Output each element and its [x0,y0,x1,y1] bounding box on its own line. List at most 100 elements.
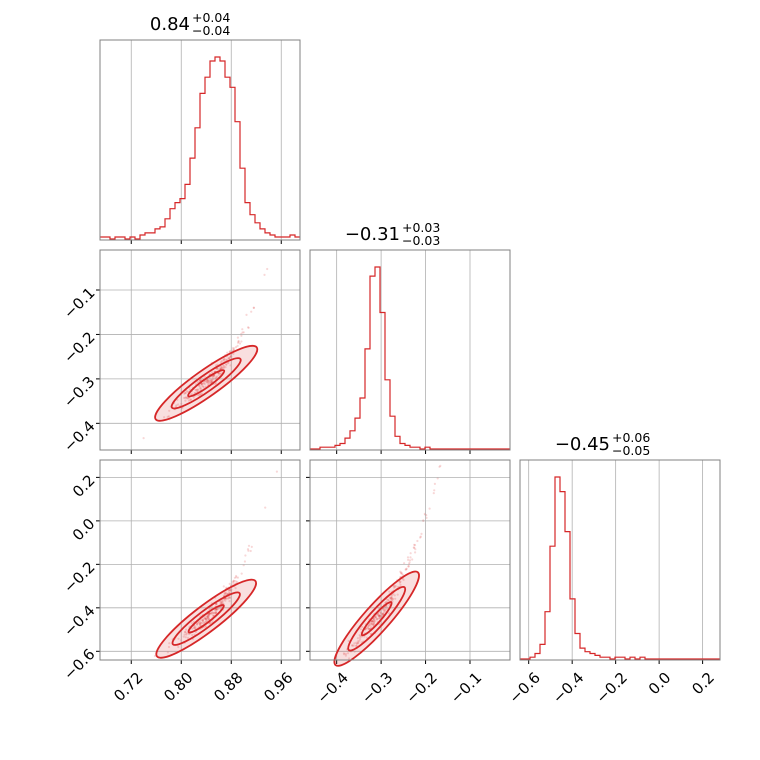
scatter-point [247,544,251,547]
scatter-point [210,381,213,384]
scatter-point [224,597,228,601]
scatter-point [222,585,225,588]
scatter-point [404,568,407,571]
scatter-point [228,582,231,586]
scatter-point [386,607,389,611]
scatter-point [355,641,358,644]
scatter-point [357,641,360,644]
scatter-point [185,396,188,399]
scatter-point [215,612,218,615]
scatter-point [250,310,253,313]
scatter-point [201,619,204,622]
scatter-point [207,616,210,619]
scatter-point [367,625,370,629]
scatter-point [227,357,230,360]
scatter-point [183,391,187,395]
scatter-point [198,622,201,625]
scatter-point [398,581,401,584]
scatter-point [391,597,395,601]
scatter-point [200,388,203,391]
scatter-point [226,592,229,595]
scatter-point [224,591,228,594]
scatter-point [433,489,436,492]
scatter-point [211,612,214,615]
scatter-point [221,367,224,370]
scatter-point [232,579,235,583]
scatter-point [390,596,393,599]
scatter-point [206,613,210,616]
scatter-point [209,621,212,624]
scatter-point [234,346,238,349]
y-tick-label: −0.3 [60,373,98,411]
scatter-point [371,620,374,623]
scatter-point [370,620,373,623]
scatter-point [227,357,230,360]
scatter-point [243,560,246,563]
scatter-point [438,465,441,468]
scatter-point [224,593,227,596]
x-tick-label: −0.3 [358,669,396,707]
scatter-point [200,384,203,387]
scatter-point [187,399,191,402]
scatter-point [203,382,206,386]
scatter-point [203,375,206,378]
scatter-point [378,614,381,617]
scatter-point [370,622,373,626]
y-tick-label: −0.2 [60,328,98,366]
scatter-point [358,636,361,639]
scatter-point [242,331,245,334]
scatter-point [356,640,359,643]
scatter-point [237,341,240,344]
scatter-point [191,627,194,630]
scatter-point [389,597,393,600]
scatter-point [225,597,228,600]
scatter-point [219,366,222,369]
scatter-point [206,380,209,383]
scatter-point [215,608,218,611]
scatter-point [225,363,228,366]
contour-level-1 [333,570,420,667]
scatter-point [372,623,375,627]
scatter-point [236,344,239,347]
scatter-point [184,391,187,394]
param-title-lower-2: −0.05 [612,443,650,458]
scatter-point [210,379,213,382]
param-title-lower-1: −0.03 [402,233,440,248]
scatter-point [229,355,232,358]
scatter-point [420,532,423,536]
scatter-point [218,367,221,370]
scatter-point [414,548,417,551]
scatter-point [377,613,380,616]
scatter-point [407,558,410,562]
scatter-point [358,634,361,637]
scatter-point [378,614,381,617]
contour-level-3 [187,369,226,398]
scatter-point [196,623,199,626]
scatter-point [199,393,202,396]
scatter-point [234,580,237,583]
scatter-point [211,375,214,378]
scatter-point [419,536,422,539]
scatter-point [200,622,203,625]
grid-layer [96,40,704,664]
scatter-point [367,627,370,630]
scatter-point [378,615,381,618]
scatter-point [240,340,243,343]
scatter-point [196,623,199,626]
scatter-point [175,404,178,407]
scatter-point [439,464,442,467]
scatter-point [184,396,187,399]
scatter-point [368,627,371,631]
contour-level-2 [171,591,241,646]
scatter-point [213,611,216,614]
param-title-upper-2: +0.06 [612,430,650,445]
scatter-point [185,632,188,635]
scatter-point [383,611,386,614]
scatter-point [214,383,217,386]
scatter-point [241,328,244,331]
scatter-point [378,617,381,620]
scatter-point [185,633,188,636]
scatter-point [390,595,393,599]
scatter-point [223,598,226,601]
scatter-point [432,492,435,495]
